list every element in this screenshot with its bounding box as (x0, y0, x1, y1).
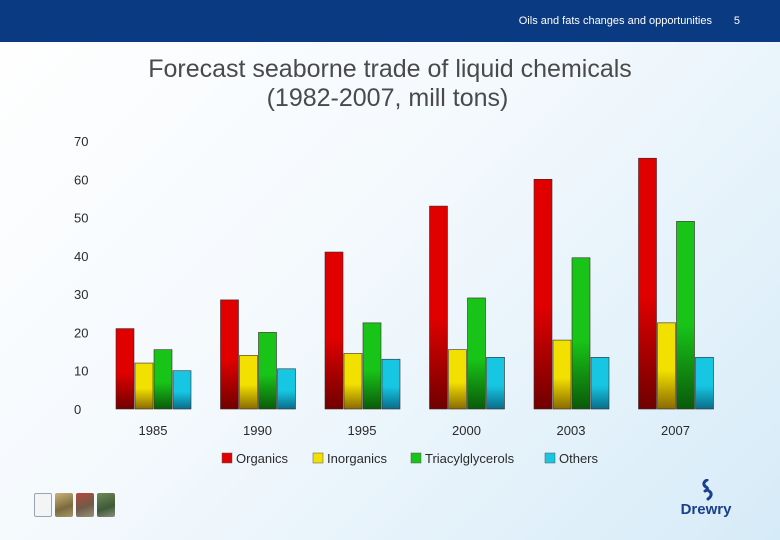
y-tick-label: 20 (74, 325, 88, 340)
bar-organics-2003 (533, 178, 553, 410)
bar-triacylglycerols-1990 (258, 332, 277, 410)
y-tick-label: 10 (74, 364, 88, 379)
legend-label-inorganics: Inorganics (327, 451, 387, 466)
slide-title-line-1: Forecast seaborne trade of liquid chemic… (148, 55, 632, 83)
drewry-logo: Drewry (676, 479, 736, 518)
bar-others-1995 (381, 358, 401, 410)
legend-swatch-inorganics (312, 452, 324, 464)
x-tick-label: 1990 (243, 423, 272, 438)
bar-organics-1990 (220, 299, 239, 410)
y-tick-label: 0 (74, 402, 81, 417)
x-tick-label: 2003 (557, 423, 586, 438)
y-axis: 0 10 20 30 40 50 60 70 (74, 134, 88, 417)
thumbnail-image (76, 493, 94, 517)
legend-swatch-others (544, 452, 556, 464)
thumbnail-image (34, 493, 52, 517)
bar-triacylglycerols-2003 (571, 257, 591, 410)
bar-inorganics-2000 (448, 349, 467, 410)
bar-others-2003 (590, 357, 610, 410)
bar-inorganics-1985 (134, 362, 154, 410)
legend-swatch-triacylglycerols (410, 452, 422, 464)
logo-text: Drewry (680, 501, 732, 518)
legend-label-organics: Organics (236, 451, 289, 466)
bar-triacylglycerols-2000 (467, 297, 486, 410)
legend-label-triacylglycerols: Triacylglycerols (425, 451, 515, 466)
y-tick-label: 60 (74, 172, 88, 187)
bar-organics-1995 (324, 251, 344, 410)
bar-inorganics-2007 (657, 322, 676, 410)
bar-inorganics-1995 (343, 353, 363, 410)
x-tick-label: 1995 (348, 423, 377, 438)
legend-label-others: Others (559, 451, 599, 466)
x-tick-label: 1985 (139, 423, 168, 438)
bar-organics-1985 (115, 328, 135, 410)
header-bar: Oils and fats changes and opportunities … (0, 0, 780, 42)
bar-inorganics-1990 (239, 355, 258, 410)
y-tick-label: 30 (74, 287, 88, 302)
y-tick-label: 40 (74, 249, 88, 264)
y-tick-label: 70 (74, 134, 88, 149)
bar-triacylglycerols-2007 (676, 221, 695, 410)
x-tick-label: 2007 (661, 423, 690, 438)
thumbnail-image (97, 493, 115, 517)
bar-others-2007 (695, 357, 714, 410)
x-tick-label: 2000 (452, 423, 481, 438)
header-title: Oils and fats changes and opportunities (518, 15, 712, 27)
legend: Organics Inorganics Triacylglycerols Others (221, 451, 599, 466)
bar-organics-2007 (638, 157, 657, 410)
bar-triacylglycerols-1985 (153, 349, 173, 410)
thumbnail-image (55, 493, 73, 517)
bar-inorganics-2003 (552, 339, 572, 410)
bar-others-2000 (486, 357, 505, 410)
page-number: 5 (733, 15, 740, 27)
bar-series (115, 157, 714, 410)
y-tick-label: 50 (74, 211, 88, 226)
bar-organics-2000 (429, 205, 448, 410)
bar-others-1990 (277, 368, 296, 410)
drewry-mark-icon (702, 479, 713, 501)
legend-swatch-organics (221, 452, 233, 464)
bar-triacylglycerols-1995 (362, 322, 382, 410)
x-axis: 1985 1990 1995 2000 2003 2007 (139, 423, 690, 438)
slide-title-line-2: (1982-2007, mill tons) (266, 84, 509, 112)
slide-title: Forecast seaborne trade of liquid chemic… (0, 55, 780, 113)
bar-others-1985 (172, 370, 192, 410)
